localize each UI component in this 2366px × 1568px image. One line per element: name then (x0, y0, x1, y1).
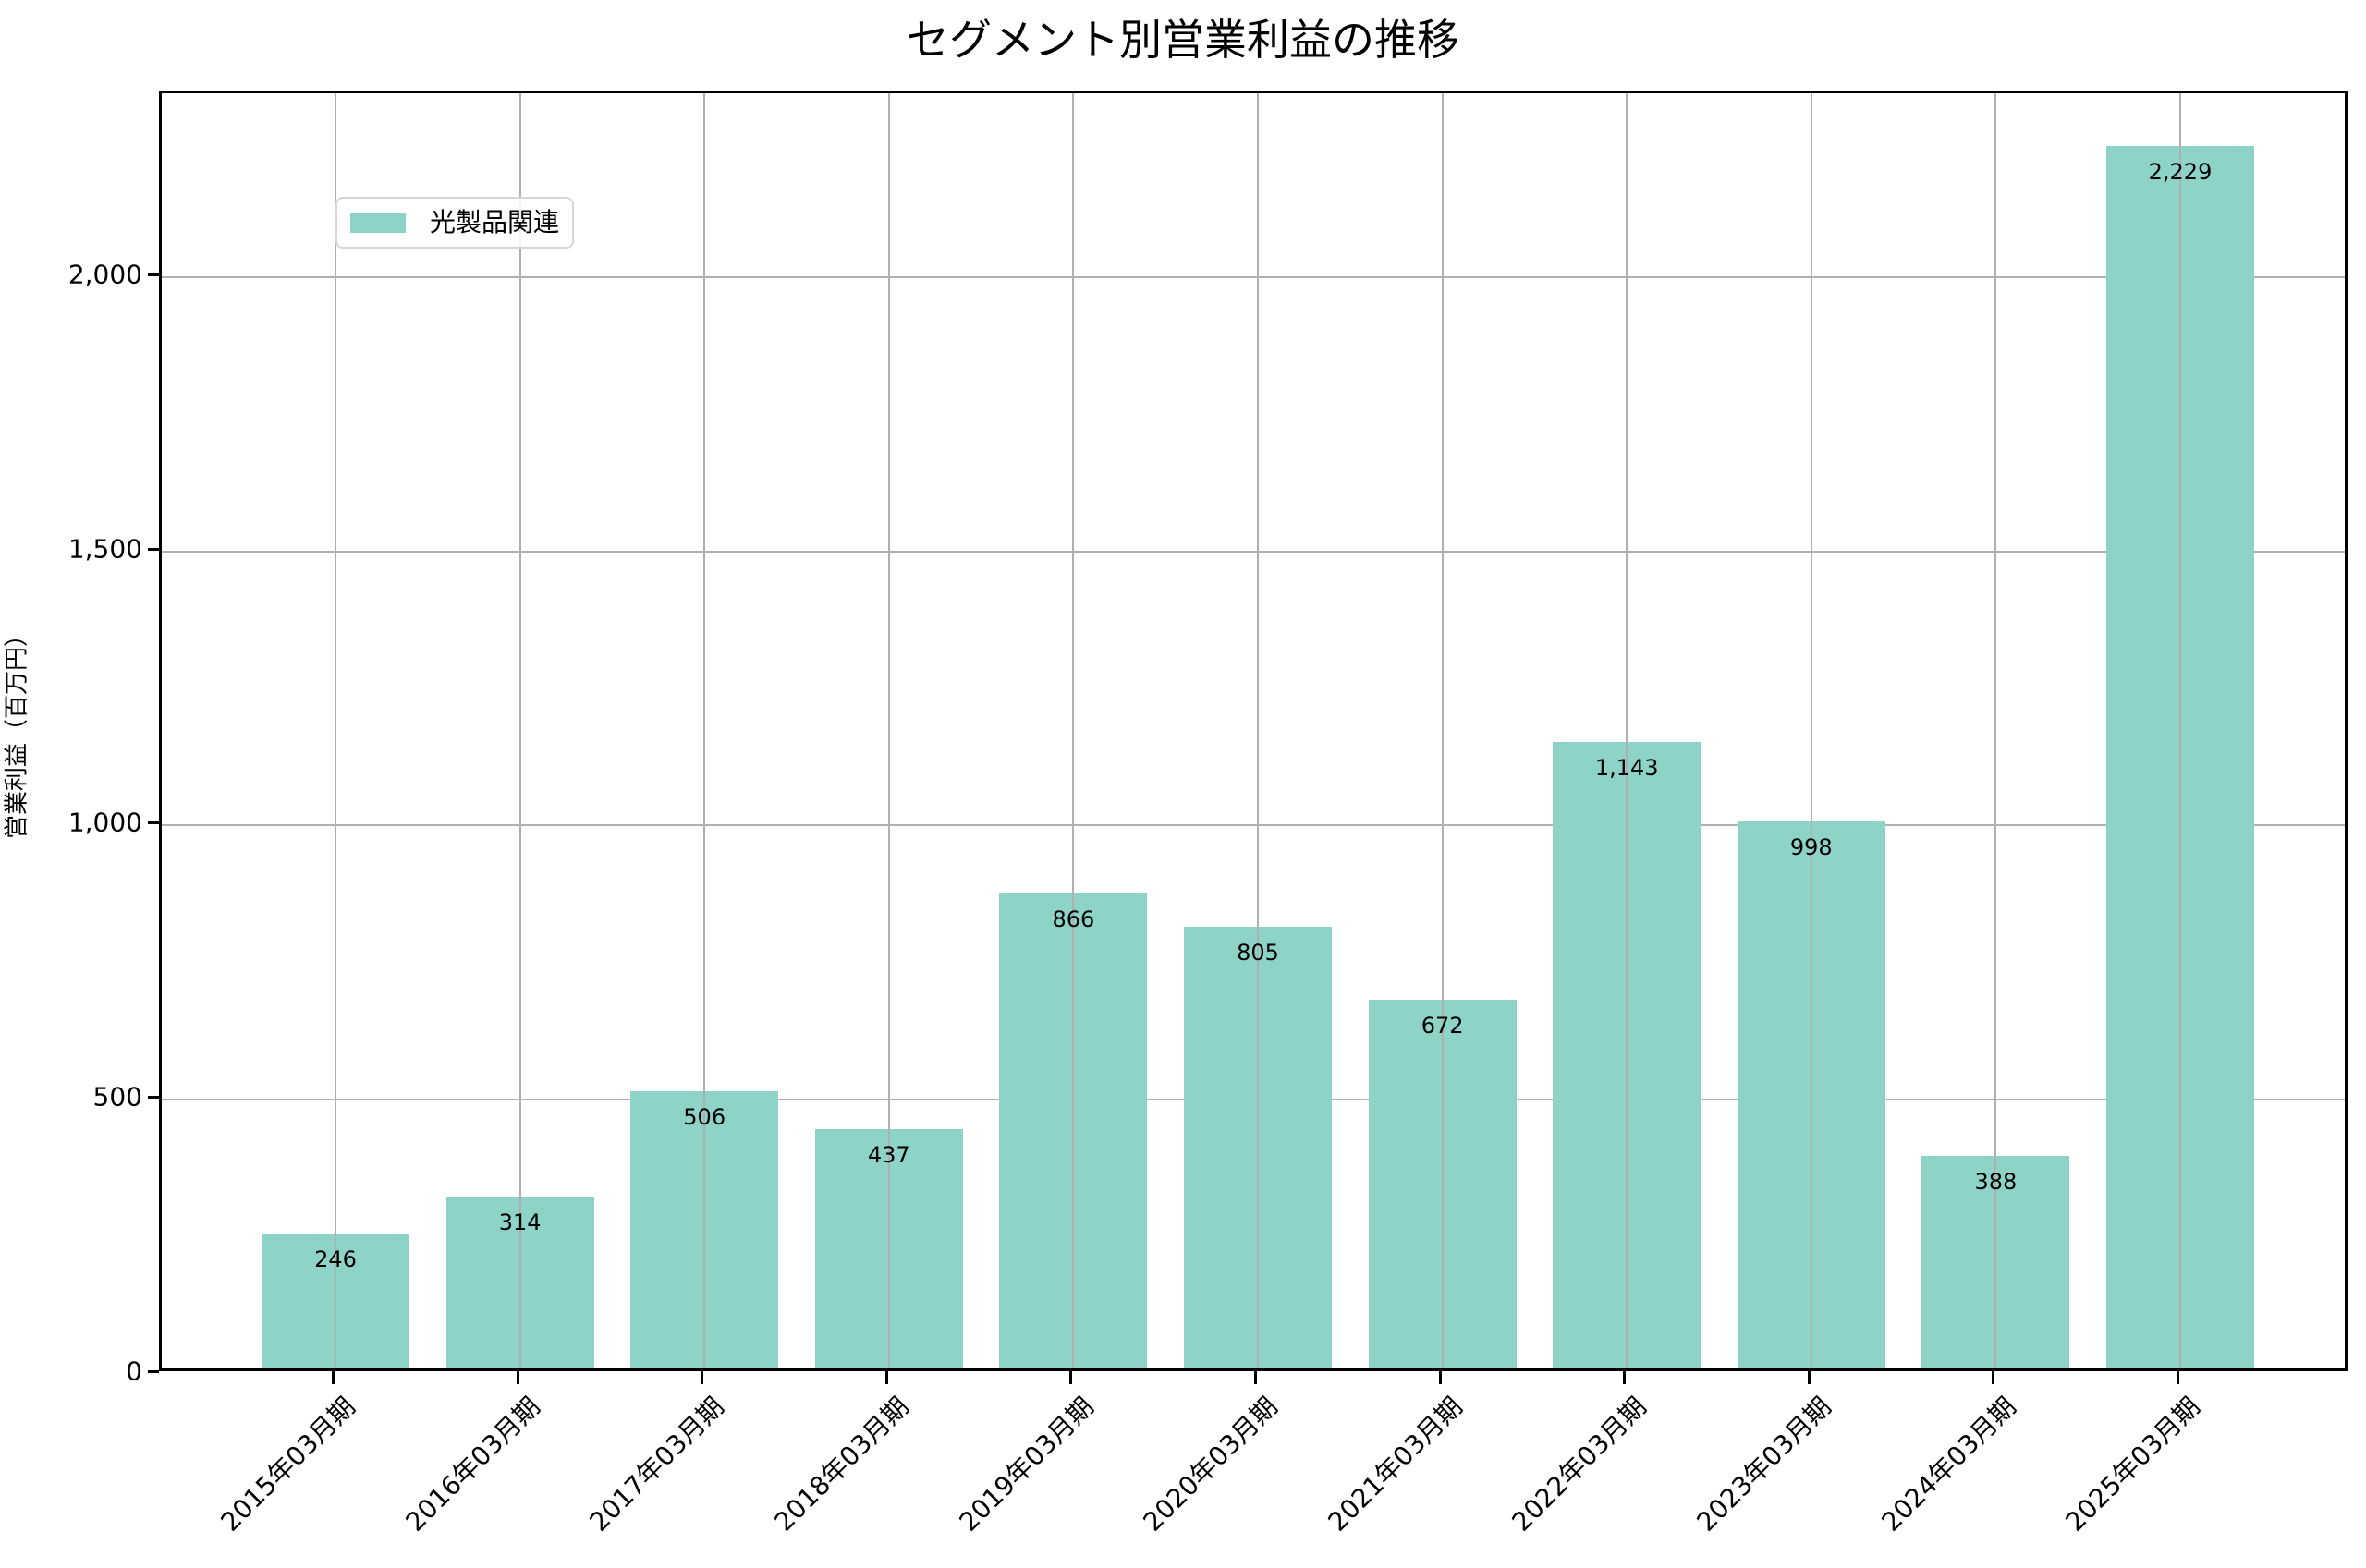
plot-area: 光製品関連 246 314 506 437 866 805 672 1,143 998 388 2,… (159, 91, 2348, 1371)
x-tick (1254, 1371, 1257, 1384)
x-tick (516, 1371, 519, 1384)
gridline-vertical (1626, 93, 1628, 1368)
gridline-vertical (1072, 93, 1075, 1368)
bar-value-label: 672 (1421, 1013, 1464, 1039)
y-tick (148, 273, 159, 276)
x-tick-label: 2016年03月期 (399, 1391, 546, 1538)
y-tick-label: 0 (126, 1355, 142, 1387)
bar-value-label: 388 (1974, 1168, 2018, 1195)
bar-value-label: 246 (314, 1246, 357, 1272)
gridline-vertical (1810, 93, 1812, 1368)
bar-value-label: 1,143 (1594, 754, 1659, 781)
y-tick (148, 1096, 159, 1100)
x-tick (332, 1371, 335, 1384)
x-tick-label: 2021年03月期 (1322, 1391, 1469, 1538)
bar-value-label: 2,229 (2148, 158, 2213, 185)
x-tick-label: 2015年03月期 (214, 1391, 361, 1538)
legend-label: 光製品関連 (430, 207, 560, 237)
gridline-vertical (1257, 93, 1259, 1368)
gridline-horizontal (162, 824, 2345, 827)
y-axis-label: 営業利益（百万円） (3, 622, 31, 840)
y-tick (148, 821, 159, 825)
y-tick-label: 2,000 (67, 259, 142, 290)
x-tick-label: 2022年03月期 (1506, 1391, 1653, 1538)
x-tick-label: 2017年03月期 (583, 1391, 731, 1538)
bar-value-label: 437 (867, 1141, 910, 1168)
gridline-horizontal (162, 550, 2345, 553)
bar-value-label: 506 (683, 1103, 726, 1130)
y-tick (148, 1370, 159, 1373)
x-tick-label: 2025年03月期 (2059, 1391, 2206, 1538)
gridline-vertical (703, 93, 706, 1368)
x-tick-label: 2024年03月期 (1874, 1391, 2022, 1538)
gridline-vertical (1441, 93, 1444, 1368)
x-tick (1069, 1371, 1073, 1384)
gridline-vertical (1994, 93, 1997, 1368)
x-tick (2177, 1371, 2179, 1384)
gridline-vertical (887, 93, 890, 1368)
legend-swatch (350, 213, 406, 233)
y-tick (148, 547, 159, 551)
x-tick (1992, 1371, 1995, 1384)
gridline-vertical (2179, 93, 2181, 1368)
gridline-vertical (335, 93, 336, 1368)
chart-title: セグメント別営業利益の推移 (907, 15, 1459, 65)
gridline-horizontal (162, 275, 2345, 278)
y-tick-label: 500 (92, 1081, 142, 1112)
bar-value-label: 805 (1237, 940, 1279, 966)
x-tick-label: 2019年03月期 (952, 1391, 1100, 1538)
y-tick-label: 1,500 (67, 533, 142, 565)
x-tick-label: 2018年03月期 (768, 1391, 915, 1538)
x-tick-label: 2023年03月期 (1690, 1391, 1837, 1538)
x-tick-label: 2020年03月期 (1137, 1391, 1284, 1538)
gridline-vertical (518, 93, 521, 1368)
legend: 光製品関連 (335, 197, 575, 249)
x-tick (701, 1371, 704, 1384)
bar-value-label: 866 (1052, 906, 1095, 932)
x-tick (1623, 1371, 1627, 1384)
bar-value-label: 314 (498, 1209, 542, 1235)
x-tick (1807, 1371, 1811, 1384)
x-tick (1438, 1371, 1442, 1384)
bar-value-label: 998 (1789, 833, 1833, 860)
y-tick-label: 1,000 (67, 807, 142, 838)
x-tick (884, 1371, 888, 1384)
